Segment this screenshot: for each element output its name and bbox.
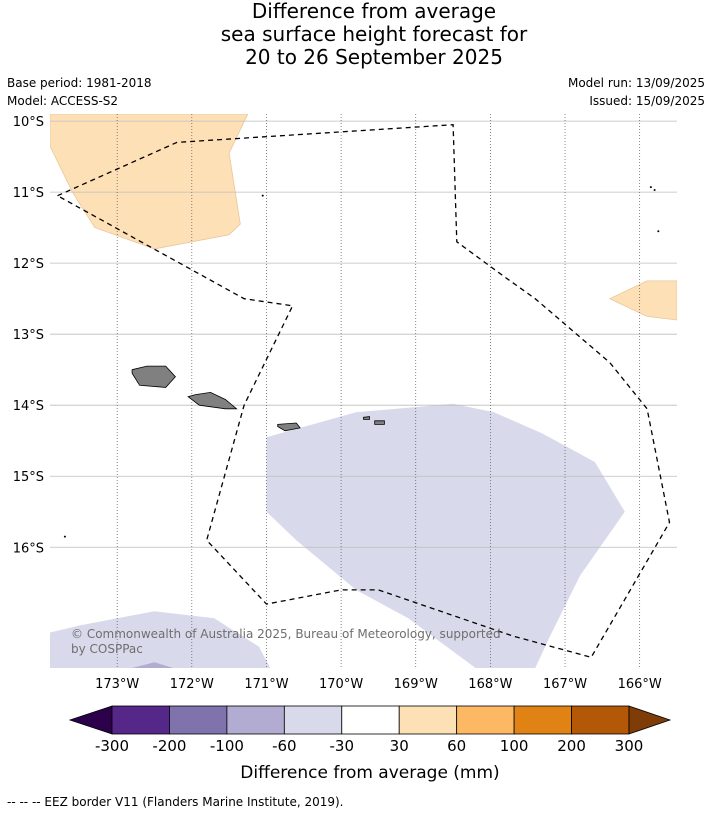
meta-right: Model run: 13/09/2025 Issued: 15/09/2025 [568, 74, 705, 110]
colorbar-swatch-1 [111, 705, 170, 735]
map-plot-area [50, 114, 677, 668]
colorbar-swatch-2 [169, 705, 228, 735]
colorbar-label-4: -30 [330, 737, 355, 755]
lon-label-1: 172°W [170, 677, 214, 692]
lat-label-0: 10°S [13, 115, 44, 130]
lon-label-4: 169°W [394, 677, 438, 692]
title-line-3: 20 to 26 September 2025 [245, 45, 503, 69]
lon-label-5: 168°W [468, 677, 512, 692]
base-period: Base period: 1981-2018 [7, 76, 152, 90]
colorbar-swatch-7 [456, 705, 515, 735]
colorbar-label-5: 30 [390, 737, 409, 755]
island-3 [363, 416, 370, 420]
colorbar-extend-high [628, 705, 672, 735]
anomaly-region-1 [608, 280, 677, 321]
lat-label-6: 16°S [13, 541, 44, 556]
anomaly-regions [50, 114, 677, 668]
colorbar-label-1: -200 [152, 737, 186, 755]
colorbar-title: Difference from average (mm) [240, 763, 499, 783]
meta-left: Base period: 1981-2018 Model: ACCESS-S2 [7, 74, 152, 110]
map-figure: 10°S11°S12°S13°S14°S15°S16°S 173°W 172°W 1… [13, 114, 677, 783]
anomaly-region-2 [266, 403, 625, 668]
islet-2 [63, 535, 66, 538]
copyright-line-1: © Commonwealth of Australia 2025, Bureau… [71, 627, 501, 641]
lon-label-7: 166°W [618, 677, 662, 692]
colorbar-extend-low [68, 705, 113, 735]
islet-3 [261, 194, 264, 197]
colorbar-swatch-3 [226, 705, 285, 735]
islet-4 [657, 230, 660, 233]
title-line-2: sea surface height forecast for [220, 22, 528, 46]
colorbar-label-3: -60 [272, 737, 297, 755]
colorbar-label-9: 300 [615, 737, 644, 755]
colorbar-swatch-5 [341, 705, 400, 735]
map-title: Difference from average sea surface heig… [0, 0, 713, 69]
colorbar-swatch-4 [283, 705, 343, 735]
colorbar-label-8: 200 [557, 737, 586, 755]
gridlines [50, 114, 677, 668]
colorbar-swatch-6 [398, 705, 458, 735]
islet-1 [653, 188, 656, 191]
colorbar: -300 -200 -100 -60 -30 30 60 100 200 300 [68, 705, 672, 755]
eez-border-line [57, 124, 671, 659]
anomaly-region-0 [50, 114, 249, 250]
lon-label-0: 173°W [95, 677, 139, 692]
islet-0 [649, 186, 652, 189]
lat-label-5: 15°S [13, 470, 44, 485]
model-name: Model: ACCESS-S2 [7, 94, 119, 108]
copyright-notice: © Commonwealth of Australia 2025, Bureau… [71, 627, 504, 656]
island-4 [374, 420, 385, 425]
colorbar-label-7: 100 [500, 737, 529, 755]
colorbar-label-0: -300 [95, 737, 129, 755]
lat-label-4: 14°S [13, 399, 44, 414]
islands [63, 186, 660, 538]
anomaly-region-4 [132, 662, 174, 668]
colorbar-swatch-9 [571, 705, 630, 735]
latitude-labels: 10°S 11°S 12°S 13°S 14°S 15°S 16°S [13, 115, 44, 556]
island-1 [187, 391, 238, 410]
longitude-labels: 173°W 172°W 171°W 170°W 169°W 168°W 167°W 166°W [95, 677, 662, 692]
lon-label-3: 170°W [319, 677, 363, 692]
anomaly-region-3 [50, 611, 271, 668]
eez-footnote: -- -- -- EEZ border V11 (Flanders Marine… [7, 795, 344, 809]
colorbar-label-2: -100 [210, 737, 244, 755]
lat-label-3: 13°S [13, 328, 44, 343]
colorbar-label-6: 60 [447, 737, 466, 755]
lon-label-2: 171°W [244, 677, 288, 692]
lat-label-1: 11°S [13, 186, 44, 201]
title-line-1: Difference from average [251, 0, 497, 23]
island-2 [277, 422, 301, 432]
lon-label-6: 167°W [543, 677, 587, 692]
model-run: Model run: 13/09/2025 [567, 76, 705, 90]
lat-label-2: 12°S [13, 257, 44, 272]
issued-date: Issued: 15/09/2025 [589, 94, 705, 108]
copyright-line-2: by COSPPac [71, 642, 143, 656]
colorbar-swatch-8 [513, 705, 572, 735]
island-0 [131, 365, 176, 388]
